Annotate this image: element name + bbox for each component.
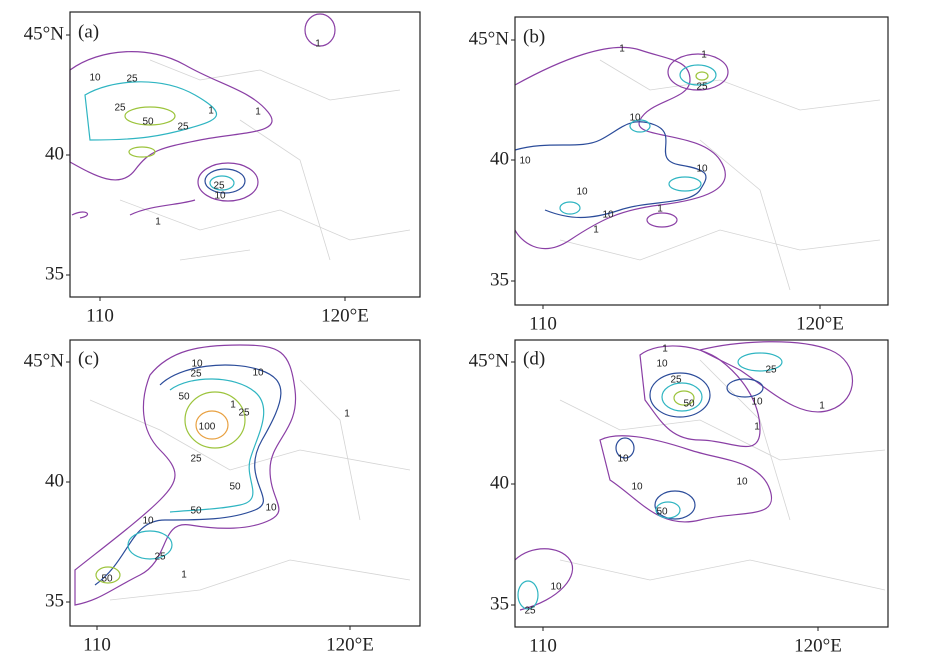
lon-label: 120°E [321,305,369,326]
contour-label: 1 [819,401,825,412]
contour-label: 10 [519,156,531,167]
lat-label: 40 [45,143,64,164]
contour-label: 25 [114,103,126,114]
contour-label: 1 [230,400,236,411]
contour-label: 25 [177,122,189,133]
panel-frame [69,339,421,627]
lat-label: 35 [45,263,64,284]
lat-label: 40 [45,470,64,491]
panel-frame [69,11,421,298]
contour-label: 10 [89,73,101,84]
lat-label: 45°N [24,23,65,44]
lat-label: 35 [490,269,509,290]
contour-label: 25 [670,375,682,386]
contour-label: 10 [214,191,226,202]
contour-label: 10 [751,397,763,408]
contour-label: 10 [602,210,614,221]
contour-label: 25 [765,365,777,376]
contour-label: 25 [190,369,202,380]
contour-label: 50 [656,507,668,518]
contour-label: 10 [252,368,264,379]
contour-label: 1 [657,204,663,215]
contour-label: 50 [101,574,113,585]
contour-label: 100 [199,422,216,433]
contour-label: 1 [662,344,668,355]
contour-label: 1 [315,39,321,50]
lon-label: 110 [529,635,557,656]
contour-label: 25 [238,408,250,419]
contour-label: 1 [181,570,187,581]
lat-label: 40 [490,148,509,169]
contour-label: 10 [629,113,641,124]
lon-label: 120°E [326,634,374,655]
contour-label: 50 [229,482,241,493]
contour-label: 1 [593,225,599,236]
contour-label: 1 [701,50,707,61]
lat-label: 45°N [469,350,510,371]
panel-label: (b) [523,26,545,47]
contour-label: 1 [255,107,261,118]
lon-label: 120°E [794,635,842,656]
lat-label: 35 [45,590,64,611]
lat-label: 40 [490,472,509,493]
contour-label: 10 [736,477,748,488]
contour-label: 1 [619,44,625,55]
contour-label: 25 [696,82,708,93]
panel-label: (a) [78,21,99,42]
lon-label: 120°E [796,313,844,334]
contour-label: 10 [576,187,588,198]
contour-label: 1 [208,106,214,117]
lat-label: 45°N [24,350,65,371]
contour-label: 10 [631,482,643,493]
contour-label: 10 [656,359,668,370]
contour-label: 10 [617,454,629,465]
contour-label: 10 [550,582,562,593]
contour-label: 10 [265,503,277,514]
lon-label: 110 [83,634,111,655]
panel-c-contours [74,344,411,606]
contour-label: 25 [213,181,225,192]
contour-label: 10 [142,516,154,527]
lat-label: 45°N [469,28,510,49]
contour-label: 25 [524,606,536,617]
contour-label: 50 [190,506,202,517]
contour-label: 10 [696,164,708,175]
contour-label: 25 [154,552,166,563]
panel-label: (d) [523,348,545,369]
contour-label: 1 [754,422,760,433]
lon-label: 110 [529,313,557,334]
panel-frame [514,16,889,306]
contour-label: 1 [344,409,350,420]
lat-label: 35 [490,593,509,614]
panel-b-contours [514,46,881,291]
panel-d-contours [514,341,886,611]
contour-label: 25 [190,454,202,465]
lon-label: 110 [86,305,114,326]
contour-label: 50 [178,392,190,403]
panel-label: (c) [78,348,99,369]
panel-frame [514,339,889,628]
panel-a-contours [69,13,411,261]
contour-label: 25 [126,74,138,85]
contour-label: 50 [142,117,154,128]
contour-label: 10 [191,359,203,370]
contour-label: 1 [155,217,161,228]
contour-label: 50 [683,399,695,410]
